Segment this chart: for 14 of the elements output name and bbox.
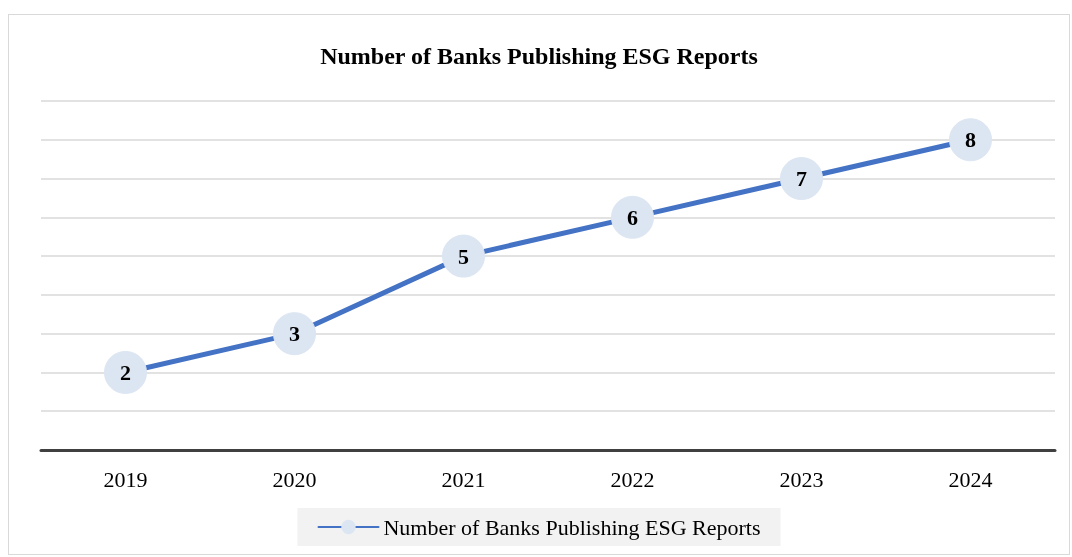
data-label: 7: [796, 166, 807, 192]
x-tick-label: 2020: [272, 466, 317, 492]
data-label: 5: [458, 243, 469, 269]
data-label: 2: [120, 359, 131, 385]
legend-label: Number of Banks Publishing ESG Reports: [383, 514, 761, 540]
x-tick-label: 2022: [610, 466, 655, 492]
x-tick-label: 2023: [779, 466, 824, 492]
data-label: 3: [289, 321, 300, 347]
x-tick-label: 2024: [948, 466, 993, 492]
x-tick-label: 2019: [103, 466, 148, 492]
chart-title: Number of Banks Publishing ESG Reports: [320, 43, 758, 69]
data-label: 8: [965, 127, 976, 153]
x-tick-label: 2021: [441, 466, 486, 492]
data-label: 6: [627, 204, 638, 230]
